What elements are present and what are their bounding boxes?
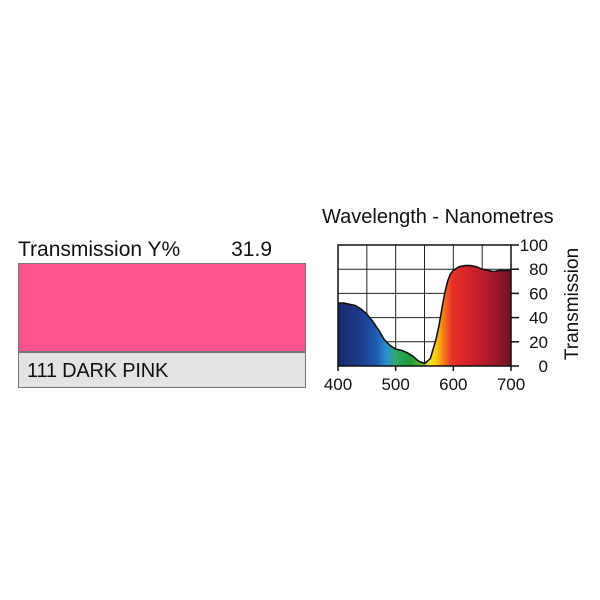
- color-swatch: [18, 263, 306, 352]
- y-tick-label: 60: [529, 284, 548, 303]
- x-tick-label: 700: [497, 375, 525, 394]
- y-axis-ticks: 0 20 40 60 80 100: [511, 236, 548, 376]
- transmission-label: Transmission Y%: [18, 238, 181, 261]
- y-tick-label: 80: [529, 260, 548, 279]
- y-tick-label: 100: [520, 236, 548, 255]
- transmission-value: 31.9: [231, 238, 272, 261]
- x-tick-label: 500: [381, 375, 409, 394]
- chart-title: Wavelength - Nanometres: [322, 206, 554, 228]
- transmission-curve: [338, 264, 511, 365]
- x-tick-label: 600: [439, 375, 467, 394]
- plot-frame: [337, 244, 512, 367]
- y-tick-label: 20: [529, 333, 548, 352]
- filter-swatch-panel: Transmission Y% 31.9 111 DARK PINK: [18, 238, 306, 388]
- transmission-area: [338, 265, 511, 366]
- x-tick-label: 400: [324, 375, 352, 394]
- y-tick-label: 40: [529, 309, 548, 328]
- transmission-row: Transmission Y% 31.9: [18, 238, 306, 262]
- filter-name: 111 DARK PINK: [27, 360, 169, 382]
- x-axis-ticks: 400 500 600 700: [324, 366, 525, 394]
- filter-name-box: 111 DARK PINK: [18, 352, 306, 388]
- y-axis-label: Transmission: [562, 248, 583, 360]
- y-tick-label: 0: [539, 357, 548, 376]
